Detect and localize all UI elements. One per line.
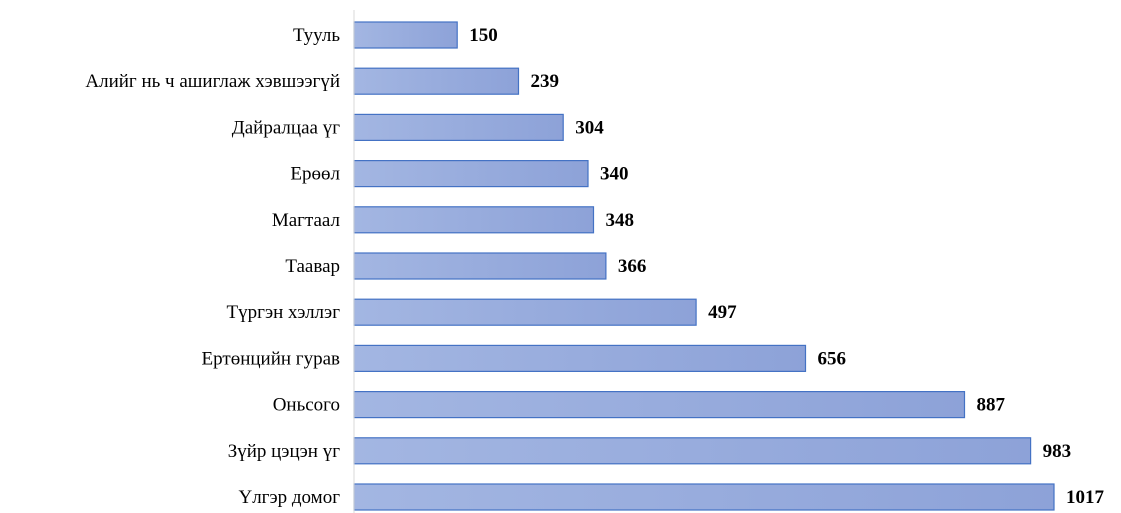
data-label: 656 (818, 348, 847, 369)
bar (353, 160, 589, 188)
data-label: 366 (618, 256, 647, 277)
data-label: 983 (1043, 441, 1072, 462)
bar (353, 391, 966, 419)
category-label: Үлгэр домог (238, 487, 340, 508)
category-label: Ертөнцийн гурав (202, 348, 340, 369)
data-label: 1017 (1066, 487, 1105, 508)
data-label: 340 (600, 164, 629, 185)
bar (353, 113, 564, 142)
category-label: Тууль (293, 25, 340, 46)
data-label: 497 (708, 302, 737, 323)
bars-group (353, 21, 1055, 511)
labels-group: Тууль 150 Алийг нь ч ашиглаж хэвшээгүй 239 Д… (85, 25, 1104, 508)
bar (353, 344, 807, 372)
bar (353, 252, 607, 280)
data-label: 150 (469, 25, 498, 46)
category-label: Магтаал (272, 210, 341, 231)
bar (353, 67, 520, 95)
bar (353, 206, 595, 234)
data-label: 887 (977, 395, 1006, 416)
category-label: Ерөөл (290, 164, 340, 185)
bar (353, 483, 1055, 511)
category-label: Дайралцаа үг (232, 117, 340, 138)
data-label: 239 (531, 71, 560, 92)
bar (353, 298, 697, 326)
data-label: 304 (575, 117, 604, 138)
bar (353, 437, 1032, 465)
category-label: Алийг нь ч ашиглаж хэвшээгүй (85, 71, 340, 92)
category-label: Оньсого (273, 395, 340, 416)
data-label: 348 (606, 210, 635, 231)
category-label: Түргэн хэллэг (227, 302, 341, 323)
bar (353, 21, 458, 49)
category-label: Таавар (285, 256, 340, 277)
category-label: Зүйр цэцэн үг (228, 441, 341, 462)
